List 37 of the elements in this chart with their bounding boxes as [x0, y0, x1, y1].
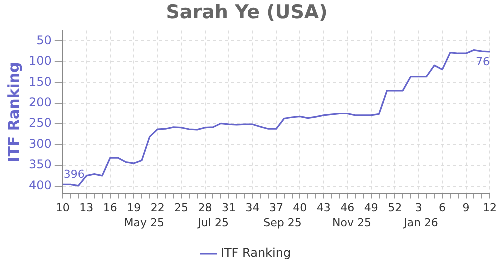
- x-tick-label: 52: [388, 201, 402, 214]
- chart-title: Sarah Ye (USA): [166, 1, 328, 24]
- legend-label: ITF Ranking: [220, 246, 292, 260]
- x-tick-label: 49: [364, 201, 378, 214]
- x-tick-label: 10: [56, 201, 70, 214]
- x-tick-label: 16: [103, 201, 118, 214]
- text: Nov 25: [332, 216, 372, 230]
- data-label: 76: [476, 55, 490, 68]
- y-tick-label: 300: [29, 136, 52, 151]
- y-axis-title: ITF Ranking: [4, 62, 23, 162]
- x-tick-label: 13: [80, 201, 94, 214]
- y-tick-label: 50: [36, 33, 52, 48]
- text: May 25: [124, 216, 164, 230]
- x-tick-label: 25: [174, 201, 189, 214]
- y-tick-label: 400: [29, 178, 52, 192]
- y-tick-label: 150: [29, 74, 52, 89]
- x-tick-label: 34: [246, 201, 260, 214]
- y-tick-label: 250: [29, 116, 52, 130]
- x-tick-label: 37: [269, 201, 284, 214]
- text: Sep 25: [264, 216, 302, 230]
- x-tick-label: 43: [316, 201, 331, 214]
- x-tick-label: 28: [198, 201, 212, 214]
- x-tick-label: 46: [340, 201, 355, 214]
- x-tick-label: 9: [462, 201, 470, 214]
- x-tick-label: 40: [293, 201, 308, 214]
- x-tick-label: 12: [483, 201, 497, 214]
- x-tick-label: 31: [222, 201, 236, 214]
- x-tick-label: 19: [127, 201, 142, 214]
- y-tick-label: 350: [29, 158, 52, 172]
- y-tick-label: 200: [29, 96, 52, 110]
- x-tick-label: 22: [150, 201, 165, 214]
- x-tick-label: 3: [415, 201, 422, 214]
- x-tick-label: 6: [439, 201, 446, 214]
- text: Jan 26: [402, 216, 438, 230]
- data-label: 396: [64, 168, 85, 182]
- y-tick-label: 100: [29, 54, 52, 68]
- text: Jul 25: [197, 216, 229, 230]
